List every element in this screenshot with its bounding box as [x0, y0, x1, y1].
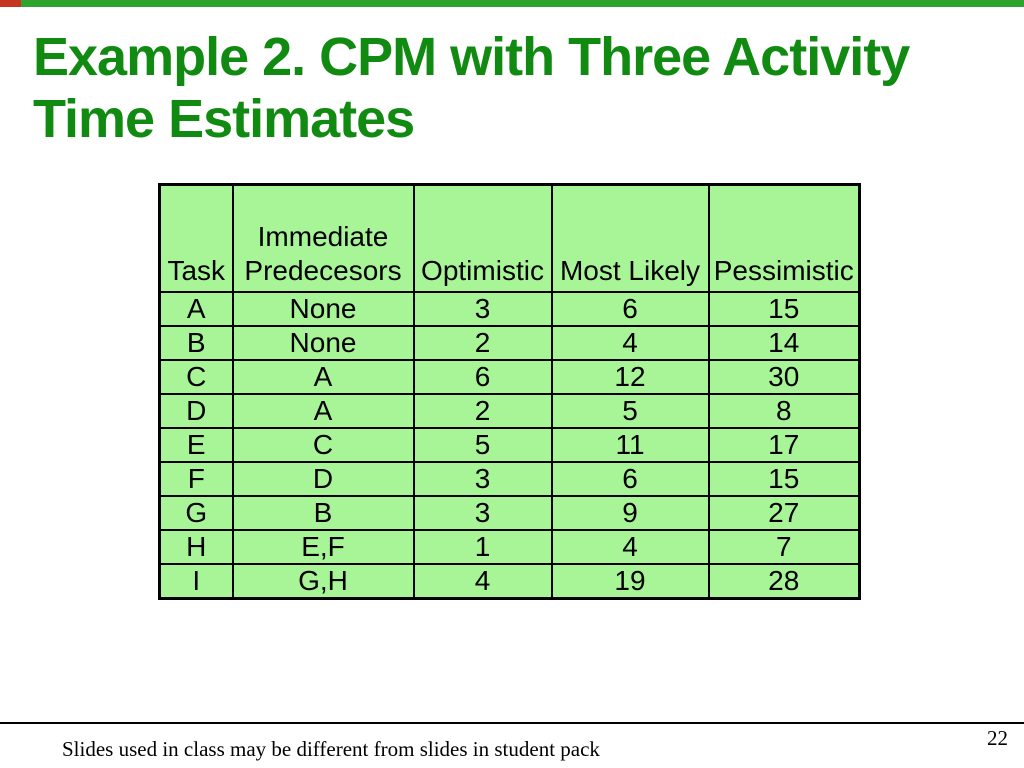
table-cell: B [158, 324, 234, 361]
header-cell-pessimistic: Pessimistic [707, 183, 861, 293]
table-row: I G,H 4 19 28 [158, 562, 861, 600]
slide-title-line-1: Example 2. CPM with Three Activity [33, 27, 910, 87]
table-cell: 4 [550, 324, 710, 361]
table-cell: 2 [412, 324, 553, 361]
top-accent-red-segment [0, 0, 21, 7]
activity-table-body: A None 3 6 15 B None 2 4 14 C A 6 12 30 D A 2 5 8 E C 5 11 17 F D 3… [158, 290, 861, 600]
table-row: A None 3 6 15 [158, 290, 861, 327]
table-cell: 5 [550, 392, 710, 429]
table-cell: 28 [707, 562, 861, 600]
table-row: E C 5 11 17 [158, 426, 861, 463]
table-row: G B 3 9 27 [158, 494, 861, 531]
table-cell: 27 [707, 494, 861, 531]
activity-table-container: Task Immediate Predecesors Optimistic Mo… [158, 183, 861, 600]
slide-title-line-2: Time Estimates [33, 89, 415, 149]
table-cell: E [158, 426, 234, 463]
table-cell: 3 [412, 460, 553, 497]
footer-note: Slides used in class may be different fr… [62, 737, 600, 761]
table-cell: F [158, 460, 234, 497]
table-cell: 19 [550, 562, 710, 600]
header-cell-optimistic: Optimistic [412, 183, 553, 293]
top-accent-bar [0, 0, 1024, 7]
table-cell: 7 [707, 528, 861, 565]
table-cell: 6 [550, 290, 710, 327]
table-cell: H [158, 528, 234, 565]
table-cell: None [231, 324, 415, 361]
table-cell: 3 [412, 494, 553, 531]
table-row: F D 3 6 15 [158, 460, 861, 497]
table-cell: 4 [412, 562, 553, 600]
table-row: H E,F 1 4 7 [158, 528, 861, 565]
table-cell: C [158, 358, 234, 395]
table-cell: 30 [707, 358, 861, 395]
table-cell: A [231, 358, 415, 395]
table-cell: 5 [412, 426, 553, 463]
table-row: C A 6 12 30 [158, 358, 861, 395]
table-cell: 11 [550, 426, 710, 463]
table-cell: 9 [550, 494, 710, 531]
table-cell: A [231, 392, 415, 429]
table-cell: 1 [412, 528, 553, 565]
table-cell: 12 [550, 358, 710, 395]
table-cell: None [231, 290, 415, 327]
table-cell: A [158, 290, 234, 327]
table-cell: C [231, 426, 415, 463]
table-cell: 15 [707, 460, 861, 497]
table-cell: E,F [231, 528, 415, 565]
table-cell: 17 [707, 426, 861, 463]
header-cell-immediate-predecessors: Immediate Predecesors [231, 183, 415, 293]
table-cell: 14 [707, 324, 861, 361]
header-cell-most-likely: Most Likely [550, 183, 710, 293]
table-cell: 3 [412, 290, 553, 327]
page-number: 22 [987, 726, 1008, 750]
table-cell: I [158, 562, 234, 600]
header-cell-task: Task [158, 183, 234, 293]
table-cell: B [231, 494, 415, 531]
table-cell: D [158, 392, 234, 429]
table-row: B None 2 4 14 [158, 324, 861, 361]
activity-table: Task Immediate Predecesors Optimistic Mo… [158, 183, 861, 600]
table-cell: G,H [231, 562, 415, 600]
footer-divider [0, 722, 1024, 724]
table-cell: D [231, 460, 415, 497]
table-cell: 6 [550, 460, 710, 497]
table-cell: 2 [412, 392, 553, 429]
table-cell: G [158, 494, 234, 531]
table-cell: 6 [412, 358, 553, 395]
slide-title: Example 2. CPM with Three Activity Time … [33, 26, 973, 150]
activity-table-header-row: Task Immediate Predecesors Optimistic Mo… [158, 183, 861, 293]
table-cell: 4 [550, 528, 710, 565]
table-cell: 15 [707, 290, 861, 327]
table-cell: 8 [707, 392, 861, 429]
